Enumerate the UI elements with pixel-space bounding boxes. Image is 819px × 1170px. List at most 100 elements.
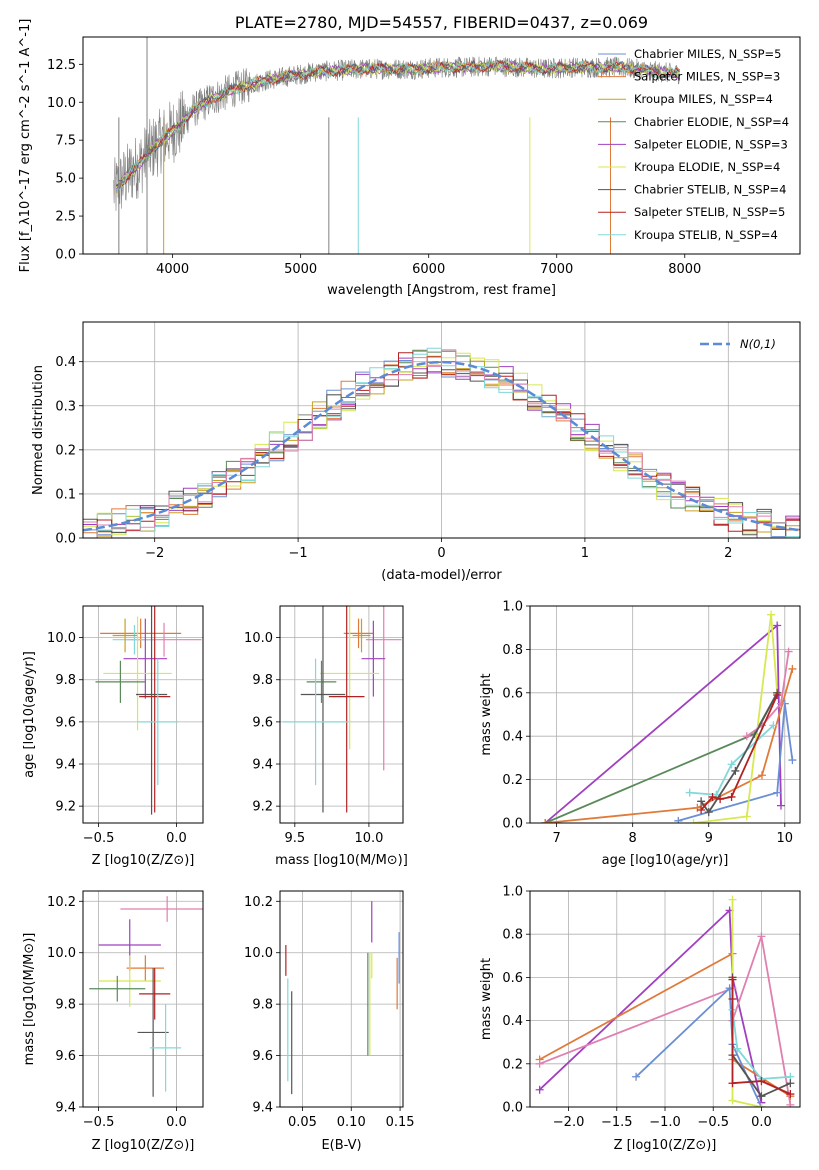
axes-frame (279, 605, 404, 824)
legend-entry: Chabrier MILES, N_SSP=5 (634, 47, 781, 61)
axes-frame (529, 890, 801, 1108)
age_vs_Z-panel: −0.5 0.0 9.2 9.4 9.6 9.8 10.0 Z [log10(Z/Z⊙)] ag… (22, 605, 204, 868)
axes-frame (529, 605, 801, 824)
y-tick-label: 9.6 (55, 715, 76, 730)
y-tick-label: 2.5 (55, 210, 76, 225)
x-tick-label: 0 (437, 546, 445, 561)
y-tick-label: 9.8 (252, 673, 273, 688)
age_vs_mass-ticks (276, 637, 370, 827)
weight_vs_age-plot-area (530, 606, 800, 823)
y-tick-label: 1.0 (502, 600, 523, 615)
model-spectrum-line (115, 60, 680, 187)
weight-series-line (545, 668, 794, 823)
weight-point (788, 664, 797, 673)
y-tick-label: 0.8 (502, 643, 523, 658)
legend-entry: Chabrier STELIB, N_SSP=4 (634, 183, 786, 197)
x-tick-label: 6000 (412, 262, 445, 277)
x-axis-label: Z [log10(Z/Z⊙)] (614, 1138, 717, 1153)
legend-entry: Kroupa ELODIE, N_SSP=4 (634, 160, 780, 174)
y-axis-label: mass [log10(M/M⊙)] (22, 933, 37, 1066)
observed-spectrum-line (113, 56, 680, 211)
legend-entry: Salpeter ELODIE, N_SSP=3 (634, 137, 788, 151)
y-tick-label: 10.0 (47, 96, 76, 111)
residual-histogram (83, 349, 800, 531)
y-tick-label: 1.0 (502, 885, 523, 900)
x-tick-label: 1 (581, 546, 589, 561)
y-tick-label: 9.6 (55, 1049, 76, 1064)
x-tick-label: 0.05 (288, 1115, 317, 1130)
weight-point (786, 1079, 795, 1088)
legend-entry: Chabrier ELODIE, N_SSP=4 (634, 115, 789, 129)
y-tick-label: 0.0 (55, 532, 76, 547)
weight-point (773, 690, 782, 699)
weight-point (733, 1044, 742, 1053)
weight-point (716, 795, 725, 804)
y-tick-label: 0.4 (55, 355, 76, 370)
age_vs_Z-plot-area (83, 606, 203, 823)
weight-point (776, 699, 785, 708)
x-tick-label: 5000 (284, 262, 317, 277)
x-axis-label: Z [log10(Z/Z⊙)] (92, 1138, 195, 1153)
x-tick-label: 10.0 (354, 831, 383, 846)
mass_vs_ebv-plot-area (280, 891, 403, 1107)
weight-point (728, 995, 737, 1003)
spectrum-plot-area (113, 37, 680, 254)
legend-entry: N(0,1) (740, 337, 776, 351)
y-tick-label: 9.2 (252, 800, 273, 815)
residuals-ticks (79, 361, 729, 542)
weight-series-line (693, 614, 779, 823)
age_vs_Z-ticks (79, 637, 177, 827)
weight_vs_Z-panel: −2.0 −1.5 −1.0 −0.5 0.0 0.0 0.2 0.4 0.6 0.8 1.0 Z [… (479, 885, 801, 1153)
axes-frame (82, 890, 204, 1108)
weight-series-line (731, 1009, 791, 1080)
x-tick-label: 8 (629, 831, 637, 846)
weight-point (727, 792, 736, 801)
legend-entry: Kroupa MILES, N_SSP=4 (634, 92, 773, 106)
y-tick-label: 9.6 (252, 715, 273, 730)
weight-point (784, 647, 793, 656)
x-tick-label: 9.5 (284, 831, 305, 846)
y-tick-label: 9.2 (55, 800, 76, 815)
model-spectrum-line (115, 59, 680, 194)
weight-point (632, 1072, 641, 1081)
weight-point (757, 1103, 766, 1107)
weight-point (757, 932, 766, 941)
x-axis-label: wavelength [Angstrom, rest frame] (327, 283, 556, 298)
y-axis-label: Normed distribution (31, 365, 46, 495)
x-tick-label: 8000 (668, 262, 701, 277)
y-tick-label: 0.2 (55, 443, 76, 458)
weight-point (742, 812, 751, 821)
mass_vs_Z-plot-area (83, 891, 203, 1107)
model-spectrum-line (116, 60, 680, 189)
x-tick-label: −0.5 (83, 831, 115, 846)
weight-point (728, 1079, 737, 1088)
y-tick-label: 0.0 (55, 248, 76, 263)
x-tick-label: 0.0 (751, 1115, 772, 1130)
weight-point (708, 792, 717, 801)
mass_vs_Z-ticks (79, 900, 177, 1111)
y-tick-label: 10.0 (47, 946, 76, 961)
weight-point (535, 1059, 544, 1068)
x-axis-label: mass [log10(M/M⊙)] (275, 853, 408, 868)
gaussian-curve (83, 360, 800, 532)
y-tick-label: 0.3 (55, 399, 76, 414)
legend-entry: Kroupa STELIB, N_SSP=4 (634, 228, 778, 242)
x-axis-label: (data-model)/error (381, 568, 502, 583)
x-tick-label: −0.5 (83, 1115, 115, 1130)
y-tick-label: 0.8 (502, 928, 523, 943)
y-tick-label: 0.4 (502, 1014, 523, 1029)
weight-point (704, 808, 713, 817)
weight-point (776, 801, 785, 810)
y-tick-label: 9.8 (55, 673, 76, 688)
x-tick-label: 9 (705, 831, 713, 846)
spectrum-ticks (79, 63, 686, 258)
y-tick-label: 5.0 (55, 172, 76, 187)
age_vs_mass-panel: 9.5 10.0 9.2 9.4 9.6 9.8 10.0 mass [log10(M/M⊙)… (244, 605, 408, 868)
y-axis-label: age [log10(age/yr)] (22, 651, 37, 778)
weight-series-line (635, 986, 763, 1107)
x-tick-label: −1.0 (649, 1115, 681, 1130)
weight_vs_Z-ticks (526, 890, 762, 1111)
model-spectrum-line (116, 59, 680, 189)
weight-point (697, 797, 706, 806)
